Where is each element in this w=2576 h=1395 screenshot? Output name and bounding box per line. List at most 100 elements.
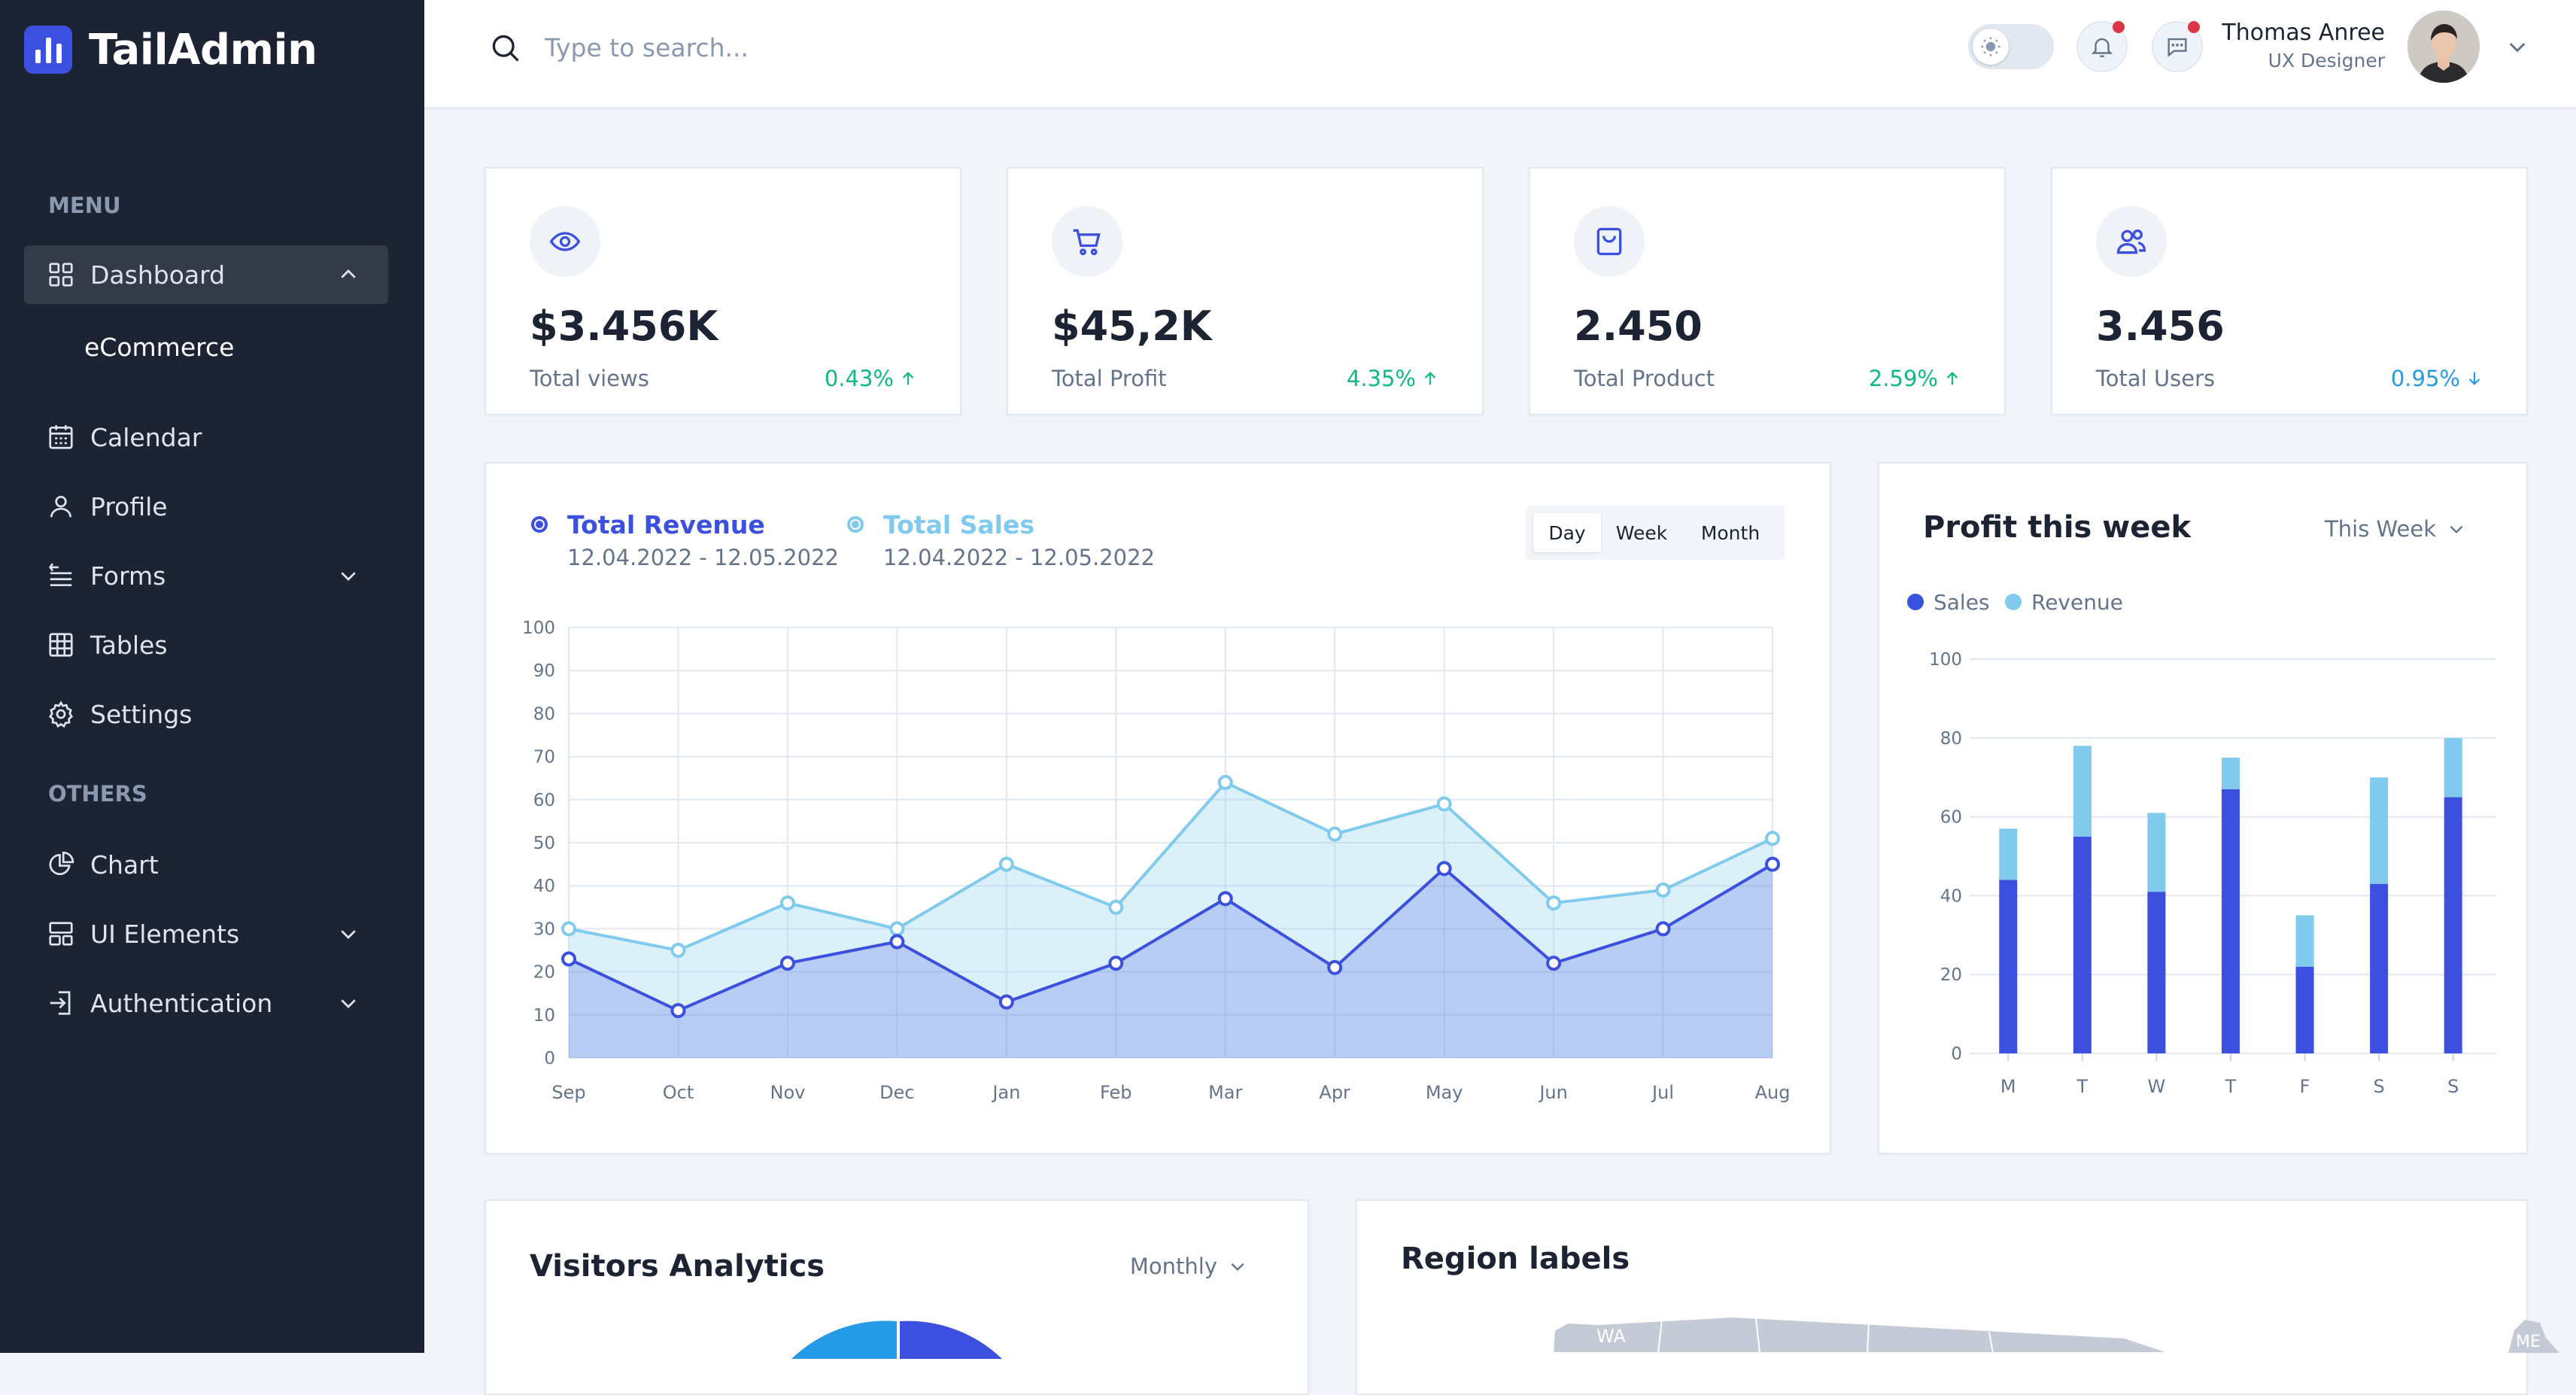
x-tick-label: Mar bbox=[1208, 1082, 1242, 1103]
sidebar-item-calendar[interactable]: Calendar bbox=[24, 408, 388, 467]
map-borders bbox=[1657, 1318, 1994, 1353]
data-point bbox=[670, 943, 686, 958]
messages-button[interactable] bbox=[2152, 21, 2203, 72]
chevron-down-icon bbox=[341, 930, 356, 939]
bag-icon bbox=[1596, 227, 1622, 256]
user-role: UX Designer bbox=[2268, 50, 2385, 71]
donut-chart-partial bbox=[791, 1321, 1002, 1359]
legend-title-revenue: Total Revenue bbox=[567, 510, 765, 539]
y-tick-label: 0 bbox=[1951, 1044, 1962, 1064]
stat-change: 4.35% bbox=[1347, 366, 1438, 391]
period-week-button[interactable]: Week bbox=[1615, 521, 1668, 544]
profit-card-title: Profit this week bbox=[1923, 510, 2192, 545]
period-dropdown[interactable]: This Week bbox=[2325, 516, 2466, 542]
dark-mode-toggle[interactable] bbox=[1968, 24, 2054, 69]
message-dot bbox=[2188, 21, 2200, 33]
profit-chart-card: Profit this week This Week Sales Revenue 0… bbox=[1878, 462, 2528, 1154]
data-point bbox=[998, 994, 1014, 1010]
bar-segment bbox=[1999, 880, 2018, 1053]
sidebar-item-ui-elements[interactable]: UI Elements bbox=[24, 904, 388, 963]
stat-label: Total Product bbox=[1574, 366, 1715, 391]
chevron-down-icon bbox=[341, 999, 356, 1008]
legend-marker-revenue bbox=[531, 516, 548, 533]
stat-label: Total Users bbox=[2096, 366, 2216, 391]
x-tick-label: Jul bbox=[1651, 1082, 1674, 1103]
sidebar-item-chart[interactable]: Chart bbox=[24, 835, 388, 894]
donut-slice bbox=[900, 1321, 1002, 1359]
data-point bbox=[1655, 882, 1671, 898]
period-month-button[interactable]: Month bbox=[1700, 521, 1760, 544]
profit-bar-chart: Sales Revenue 0 20 40 60 80 100 M T W T F S S bbox=[1907, 590, 2496, 1097]
sidebar-item-label: Chart bbox=[90, 849, 159, 880]
sidebar-item-profile[interactable]: Profile bbox=[24, 477, 388, 536]
chevron-down-icon[interactable] bbox=[2505, 35, 2529, 59]
bar-segment bbox=[2295, 915, 2314, 967]
series-area bbox=[569, 782, 1773, 1058]
series-line bbox=[568, 780, 1773, 953]
legend-marker bbox=[2005, 594, 2022, 610]
visitors-card-title: Visitors Analytics bbox=[530, 1249, 825, 1284]
avatar[interactable] bbox=[2407, 11, 2480, 83]
menu-heading: MENU bbox=[48, 193, 121, 218]
sidebar-item-authentication[interactable]: Authentication bbox=[24, 974, 388, 1032]
stat-card-views: $3.456K Total views 0.43% bbox=[485, 167, 961, 415]
data-point bbox=[1765, 831, 1780, 846]
stat-icon-wrap bbox=[1574, 206, 1645, 277]
region-card-title: Region labels bbox=[1401, 1242, 1630, 1276]
map-label-wa: WA bbox=[1596, 1326, 1626, 1347]
toggle-knob bbox=[1973, 29, 2009, 65]
x-tick-label: T bbox=[2225, 1076, 2237, 1097]
data-point bbox=[998, 856, 1014, 872]
notifications-button[interactable] bbox=[2076, 21, 2128, 72]
sun-icon bbox=[1981, 37, 2000, 56]
sidebar-subitem-ecommerce[interactable]: eCommerce bbox=[84, 333, 235, 362]
table-icon bbox=[49, 633, 73, 657]
app-logo[interactable]: TailAdmin bbox=[24, 23, 317, 77]
app-name: TailAdmin bbox=[89, 25, 317, 74]
legend-marker bbox=[1907, 594, 1924, 610]
user-photo bbox=[2407, 11, 2480, 83]
bar-segment bbox=[2147, 813, 2166, 892]
data-point bbox=[1217, 891, 1233, 907]
form-icon bbox=[49, 563, 72, 587]
x-tick-label: F bbox=[2300, 1076, 2310, 1097]
search-icon[interactable] bbox=[489, 32, 522, 65]
sidebar-item-tables[interactable]: Tables bbox=[24, 615, 388, 674]
y-tick-label: 100 bbox=[522, 618, 555, 638]
sidebar-item-settings[interactable]: Settings bbox=[24, 685, 388, 743]
x-tick-label: S bbox=[2374, 1076, 2385, 1097]
logo-icon bbox=[24, 26, 72, 74]
monthly-dropdown[interactable]: Monthly bbox=[1130, 1254, 1247, 1279]
notification-dot bbox=[2113, 21, 2125, 33]
search-input[interactable] bbox=[543, 27, 1148, 68]
sidebar-item-forms[interactable]: Forms bbox=[24, 546, 388, 605]
chevron-down-icon bbox=[341, 572, 356, 581]
map-label-me: ME bbox=[2516, 1333, 2541, 1351]
bar-segment bbox=[2073, 746, 2091, 837]
stat-change: 2.59% bbox=[1869, 366, 1961, 391]
sidebar-item-dashboard[interactable]: Dashboard bbox=[24, 245, 388, 304]
y-tick-label: 60 bbox=[1940, 808, 1962, 828]
data-point bbox=[779, 895, 795, 911]
y-tick-label: 70 bbox=[533, 748, 555, 767]
visitors-analytics-card: Visitors Analytics Monthly bbox=[485, 1199, 1309, 1395]
sidebar-item-label: Profile bbox=[90, 491, 168, 521]
pie-chart-icon bbox=[49, 851, 74, 875]
x-tick-label: Oct bbox=[663, 1082, 694, 1103]
stat-icon-wrap bbox=[2096, 206, 2167, 277]
user-name[interactable]: Thomas Anree bbox=[2222, 20, 2385, 46]
user-icon bbox=[50, 495, 72, 518]
data-point bbox=[1108, 899, 1124, 915]
y-tick-label: 90 bbox=[533, 661, 555, 681]
grid-icon bbox=[49, 263, 73, 287]
y-tick-label: 40 bbox=[533, 877, 555, 896]
y-tick-label: 20 bbox=[1940, 965, 1962, 985]
bar-segment bbox=[2295, 966, 2314, 1053]
stat-label: Total Profit bbox=[1052, 366, 1167, 391]
x-tick-label: S bbox=[2447, 1076, 2459, 1097]
arrow-up-icon bbox=[1946, 372, 1958, 385]
sidebar: TailAdmin MENU Dashboard eCommerce Calen… bbox=[0, 0, 424, 1353]
x-tick-label: W bbox=[2148, 1076, 2166, 1097]
map-region bbox=[2508, 1320, 2559, 1353]
period-day-button[interactable]: Day bbox=[1533, 513, 1601, 552]
